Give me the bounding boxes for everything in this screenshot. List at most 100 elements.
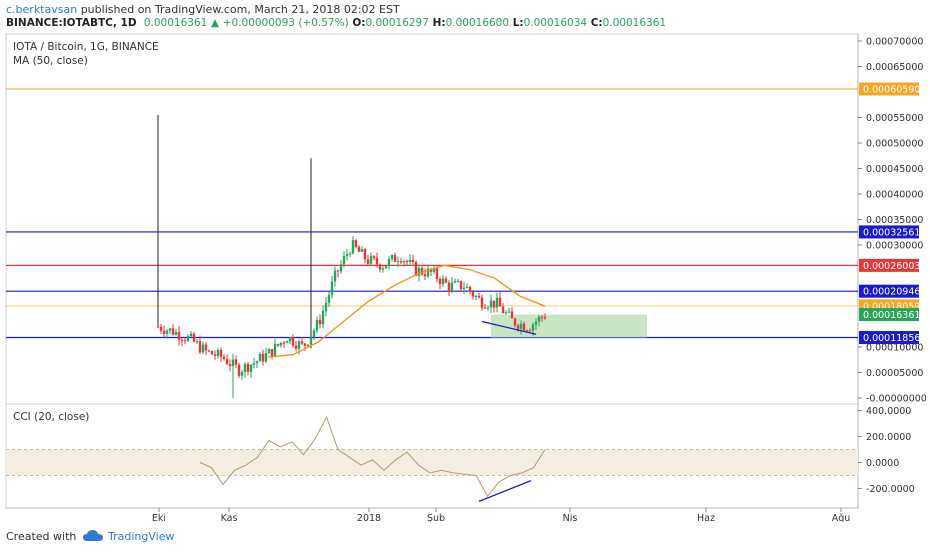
candle-body	[207, 350, 211, 352]
candle-body	[438, 279, 442, 285]
candle-body	[462, 287, 466, 290]
candle-body	[543, 317, 547, 319]
level-label-text: 0.00032561	[863, 227, 920, 238]
price-tick-label: 0.00010000	[866, 343, 923, 354]
candle-body	[468, 286, 472, 292]
candle-body	[480, 297, 484, 308]
tradingview-brand[interactable]: TradingView	[108, 530, 175, 543]
time-tick-label: Haz	[697, 513, 715, 522]
candle-body	[426, 268, 430, 277]
price-tick-label: 0.00070000	[866, 37, 923, 48]
candle-body	[222, 356, 226, 360]
candle-body	[342, 256, 346, 265]
publish-text: published on TradingView.com, March 21, …	[80, 3, 400, 16]
candle-body	[216, 349, 220, 356]
author-link[interactable]: c.berktavsan	[6, 3, 78, 16]
candle-body	[174, 331, 178, 335]
candle-body	[504, 312, 508, 314]
candle-body	[279, 342, 283, 346]
candle-body	[219, 349, 223, 357]
candle-body	[534, 321, 538, 325]
chart-title: IOTA / Bitcoin, 1G, BINANCE	[13, 41, 159, 53]
candle-body	[531, 324, 535, 331]
candle-body	[354, 240, 358, 248]
price-tick-label: 0.00035000	[866, 215, 923, 226]
candle-body	[519, 323, 523, 329]
candle-body	[360, 249, 364, 252]
cci-tick-label: 200.0000	[866, 432, 911, 443]
low-label: L:	[512, 17, 524, 29]
footer: Created with TradingView	[0, 522, 932, 550]
candle-body	[420, 268, 424, 275]
candle-body	[336, 270, 340, 272]
price-tick-label: 0.00005000	[866, 368, 923, 379]
open-value: 0.00016297	[365, 17, 429, 29]
candle-body	[159, 326, 163, 331]
candle-body	[162, 330, 166, 334]
candle-body	[309, 337, 313, 345]
candle-body	[429, 268, 433, 272]
candle-body	[471, 291, 475, 297]
candle-body	[192, 333, 196, 342]
candle-body	[327, 294, 331, 303]
level-label-bg	[859, 284, 919, 298]
level-label-text: 0.00018059	[863, 301, 920, 312]
candle-body	[405, 261, 409, 263]
level-label-bg	[859, 331, 919, 345]
level-label-bg	[859, 308, 919, 322]
cci-tick-label: 0.0000	[866, 458, 899, 469]
time-tick-label: Nis	[563, 513, 578, 522]
price-tick-label: 0.00040000	[866, 190, 923, 201]
candle-body	[312, 330, 316, 338]
target-zone-box	[491, 314, 647, 338]
candle-body	[252, 363, 256, 365]
candle-body	[324, 302, 328, 311]
price-chart[interactable]: IOTA / Bitcoin, 1G, BINANCE MA (50, clos…	[0, 30, 932, 522]
candle-body	[264, 353, 268, 362]
candle-body	[321, 310, 325, 325]
candle-body	[384, 266, 388, 269]
candle-body	[306, 344, 310, 346]
publish-info: c.berktavsan published on TradingView.co…	[6, 3, 400, 16]
candle-body	[432, 268, 436, 272]
candle-body	[522, 323, 526, 331]
candle-body	[303, 343, 307, 346]
candle-body	[459, 280, 463, 290]
candle-body	[282, 342, 286, 344]
candle-body	[198, 341, 202, 353]
level-label-text: 0.00060590	[863, 84, 920, 95]
candle-body	[270, 349, 274, 357]
level-label-text: 0.00016361	[863, 310, 920, 321]
time-tick-label: Ağu	[832, 513, 851, 522]
candle-body	[267, 349, 271, 354]
level-label-text: 0.00011856	[863, 333, 920, 344]
candle-body	[390, 255, 394, 259]
high-value: 0.00016600	[445, 17, 510, 29]
time-tick-label: Şub	[427, 513, 445, 522]
low-value: 0.00016034	[523, 17, 588, 29]
candle-body	[288, 337, 292, 342]
time-tick-label: Eki	[152, 513, 166, 522]
candle-body	[537, 316, 541, 322]
candle-body	[366, 259, 370, 264]
up-arrow-icon: ▲	[210, 17, 220, 29]
level-label-bg	[859, 258, 919, 272]
cci-band	[6, 449, 858, 476]
candle-body	[516, 325, 520, 329]
candle-body	[456, 280, 460, 282]
high-label: H:	[432, 17, 446, 29]
candle-body	[165, 330, 169, 334]
candle-body	[330, 281, 334, 295]
candle-body	[444, 278, 448, 283]
candle-body	[180, 339, 184, 341]
candle-body	[402, 261, 406, 263]
horizontal-levels	[6, 88, 858, 339]
candle-body	[540, 316, 544, 318]
cci-legend: CCI (20, close)	[13, 411, 89, 423]
cci-series-line	[199, 415, 546, 498]
level-label-bg	[859, 225, 919, 239]
candle-body	[246, 363, 250, 372]
cci-trend-line	[478, 480, 532, 503]
candle-body	[240, 371, 244, 376]
price-tick-label: 0.00065000	[866, 62, 923, 73]
